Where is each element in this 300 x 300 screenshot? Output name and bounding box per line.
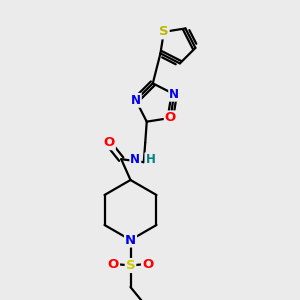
Text: N: N	[169, 88, 179, 101]
Text: N: N	[125, 233, 136, 247]
Text: O: O	[142, 257, 153, 271]
Text: O: O	[108, 257, 119, 271]
Text: O: O	[165, 111, 176, 124]
Text: H: H	[146, 153, 155, 166]
Text: S: S	[159, 25, 169, 38]
Text: O: O	[103, 136, 115, 149]
Text: N: N	[131, 94, 141, 107]
Text: N: N	[130, 153, 140, 166]
Text: S: S	[126, 259, 135, 272]
